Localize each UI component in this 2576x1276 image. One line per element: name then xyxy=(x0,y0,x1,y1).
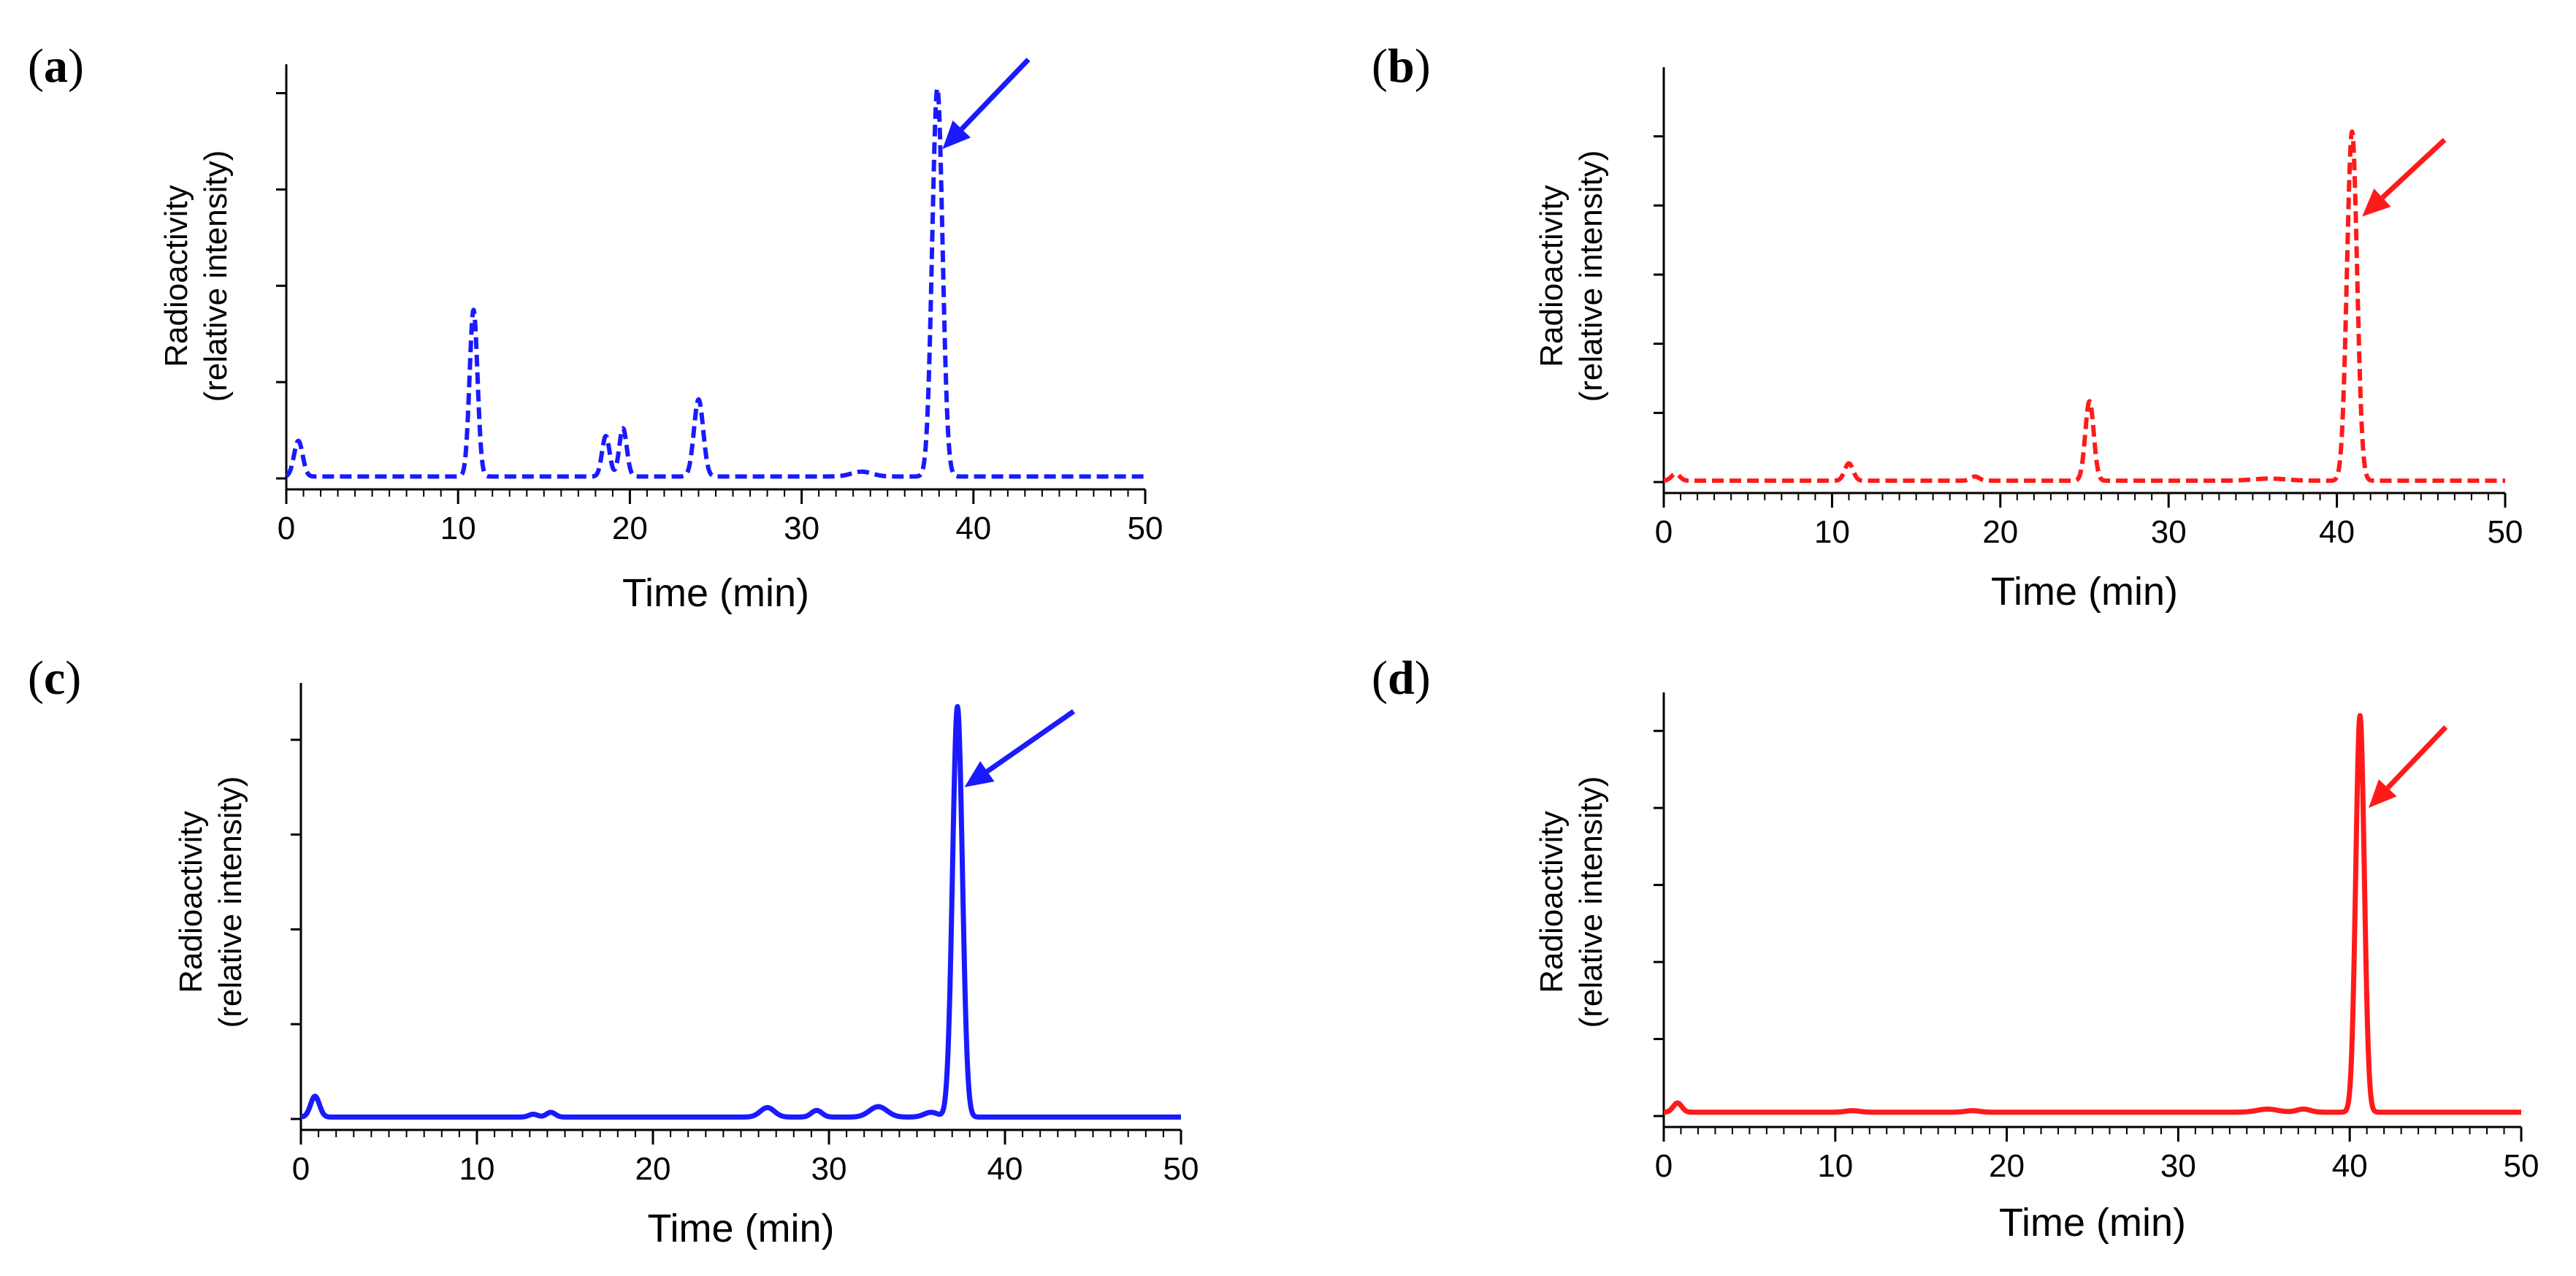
y-axis-title-line2-b: (relative intensity) xyxy=(1573,150,1609,402)
x-tick-label-a: 30 xyxy=(784,511,819,546)
y-axis-title-line1-b: Radioactivity xyxy=(1534,185,1570,367)
x-tick-label-a: 10 xyxy=(440,511,476,546)
chromatogram-trace-d xyxy=(1662,713,2523,1115)
panel-a: (a) Radioactivity (relative intensity) T… xyxy=(28,39,1163,615)
x-tick-label-d: 40 xyxy=(2332,1148,2368,1184)
x-tick-label-c: 40 xyxy=(987,1151,1023,1187)
x-axis-title-c: Time (min) xyxy=(648,1207,835,1250)
x-tick-label-c: 0 xyxy=(292,1151,310,1187)
x-tick-label-b: 10 xyxy=(1814,514,1850,550)
x-tick-label-d: 50 xyxy=(2504,1148,2539,1184)
x-tick-label-a: 0 xyxy=(278,511,295,546)
chromatogram-trace-b xyxy=(1662,129,2507,484)
y-axis-title-d: Radioactivity (relative intensity) xyxy=(1534,776,1609,1028)
peak-arrow-head-c xyxy=(964,761,995,787)
peak-arrow-head-d xyxy=(2369,779,2397,809)
x-tick-label-c: 30 xyxy=(811,1151,847,1187)
x-tick-label-d: 10 xyxy=(1817,1148,1853,1184)
y-axis-title-line2-c: (relative intensity) xyxy=(213,776,248,1028)
x-tick-label-b: 20 xyxy=(1982,514,2018,550)
x-tick-label-b: 30 xyxy=(2151,514,2187,550)
y-axis-title-a: Radioactivity (relative intensity) xyxy=(158,150,234,402)
x-tick-label-d: 20 xyxy=(1989,1148,2025,1184)
y-axis-title-b: Radioactivity (relative intensity) xyxy=(1534,150,1609,402)
x-axis-title-d: Time (min) xyxy=(1999,1201,2186,1245)
chromatogram-trace-a xyxy=(284,85,1147,479)
peak-arrow-shaft-d xyxy=(2385,725,2448,790)
panel-label-c: (c) xyxy=(28,652,81,705)
x-tick-label-a: 50 xyxy=(1128,511,1163,546)
y-axis-title-c: Radioactivity (relative intensity) xyxy=(173,776,248,1028)
panel-label-a: (a) xyxy=(28,39,84,93)
panel-d: (d) Radioactivity (relative intensity) T… xyxy=(1372,652,2539,1245)
y-axis-title-line2-d: (relative intensity) xyxy=(1573,776,1609,1028)
peak-arrow-shaft-a xyxy=(960,57,1031,131)
peak-arrow-shaft-c xyxy=(985,709,1075,773)
panel-c: (c) Radioactivity (relative intensity) T… xyxy=(28,652,1199,1250)
peak-arrow-shaft-b xyxy=(2380,137,2447,200)
x-tick-label-c: 50 xyxy=(1163,1151,1199,1187)
x-axis-title-b: Time (min) xyxy=(1991,570,2178,614)
x-tick-label-b: 40 xyxy=(2319,514,2355,550)
x-tick-label-d: 0 xyxy=(1655,1148,1673,1184)
y-axis-title-line1-d: Radioactivity xyxy=(1534,811,1570,993)
panel-label-b: (b) xyxy=(1372,39,1431,93)
panel-label-d: (d) xyxy=(1372,652,1431,705)
x-tick-label-d: 30 xyxy=(2160,1148,2196,1184)
chromatogram-trace-c xyxy=(299,703,1183,1120)
peak-arrow-head-b xyxy=(2362,188,2391,217)
x-tick-label-c: 10 xyxy=(459,1151,495,1187)
panel-b: (b) Radioactivity (relative intensity) T… xyxy=(1372,39,2523,614)
y-axis-title-line1-a: Radioactivity xyxy=(158,185,194,367)
x-tick-label-b: 50 xyxy=(2488,514,2523,550)
x-axis-title-a: Time (min) xyxy=(622,571,809,615)
x-tick-label-b: 0 xyxy=(1655,514,1673,550)
x-tick-label-a: 20 xyxy=(612,511,648,546)
x-tick-label-a: 40 xyxy=(955,511,991,546)
peak-arrow-head-a xyxy=(942,120,971,150)
y-axis-title-line2-a: (relative intensity) xyxy=(198,150,234,402)
y-axis-title-line1-c: Radioactivity xyxy=(173,811,209,993)
x-tick-label-c: 20 xyxy=(635,1151,671,1187)
